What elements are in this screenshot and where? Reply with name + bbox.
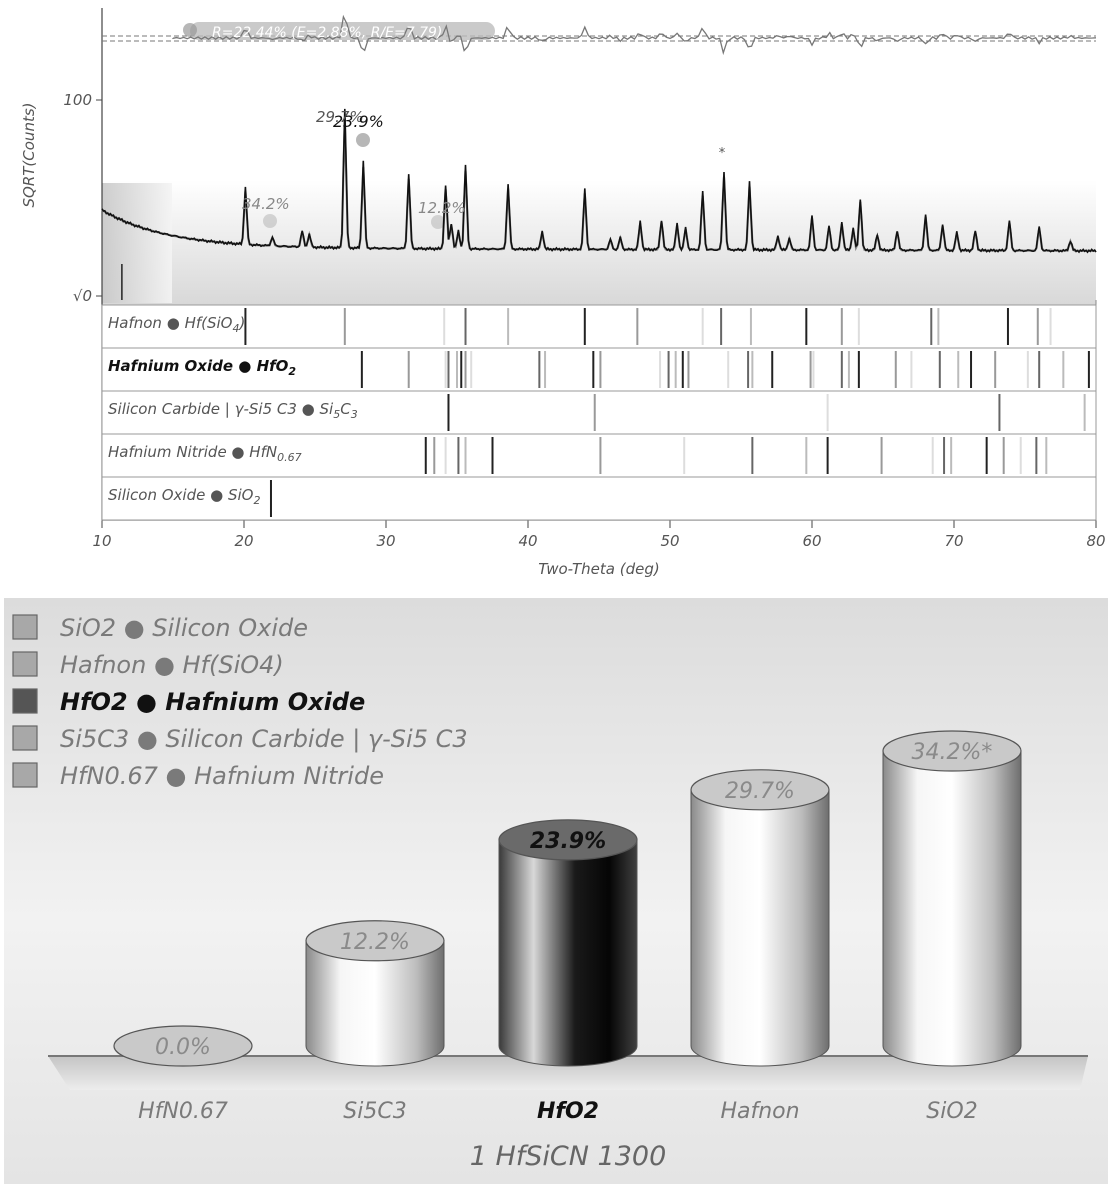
phase-label: Hafnium Nitride ● HfN0.67 xyxy=(108,443,302,464)
bar-value-label: 12.2% xyxy=(340,930,410,955)
x-tick-label: 40 xyxy=(518,532,537,550)
bar-value-label: 29.7% xyxy=(725,779,795,804)
legend-entry: HfN0.67 ● Hafnium Nitride xyxy=(60,762,384,790)
bar-top-HfO2 xyxy=(498,819,638,861)
bar-chart-title: 1 HfSiCN 1300 xyxy=(470,1141,667,1172)
peak-label-hfo2: 23.9% xyxy=(333,112,384,131)
x-tick-label: 50 xyxy=(660,532,679,550)
bar-top-Hafnon xyxy=(690,769,830,811)
bar-category-label: Si5C3 xyxy=(343,1099,406,1124)
peak-label-si5c3: 12.2% xyxy=(418,199,466,217)
phase-marker xyxy=(263,214,277,228)
legend-swatch xyxy=(12,688,38,714)
y-tick-label-100: 100 xyxy=(63,91,92,109)
x-axis-label: Two-Theta (deg) xyxy=(538,560,659,578)
bar-cylinder-HfO2 xyxy=(498,839,638,1067)
phase-marker xyxy=(431,215,445,229)
bar-category-label: SiO2 xyxy=(926,1099,977,1124)
observed-pattern xyxy=(101,108,1097,254)
bar-cylinder-Si5C3 xyxy=(305,940,445,1067)
phase-panel xyxy=(101,304,1097,349)
bar-category-label: HfN0.67 xyxy=(138,1099,228,1124)
phase-marker xyxy=(356,133,370,147)
x-tick-label: 80 xyxy=(1086,532,1105,550)
legend-swatch xyxy=(12,762,38,788)
residual-label-bg xyxy=(190,22,495,40)
legend-entry: Si5C3 ● Silicon Carbide | γ-Si5 C3 xyxy=(60,725,468,753)
legend-swatch xyxy=(12,725,38,751)
bar-category-label: Hafnon xyxy=(720,1099,799,1124)
xrd-pattern-chart: 100 √0 SQRT(Counts) 10 20 30 40 50 60 70 80 Two-The… xyxy=(20,8,1106,578)
x-tick-label: 70 xyxy=(944,532,963,550)
peak-label-sio2: 34.2% xyxy=(242,195,290,213)
bar-top-Si5C3 xyxy=(305,920,445,962)
bar-category-label: HfO2 xyxy=(537,1099,599,1124)
peak-label-hafnon: 29.7% xyxy=(316,108,364,126)
x-tick-label: 60 xyxy=(802,532,821,550)
phase-label: Hafnium Oxide ● HfO2 xyxy=(108,357,296,378)
legend-swatch xyxy=(12,614,38,640)
low-angle-shade xyxy=(102,183,172,303)
x-tick-label: 10 xyxy=(92,532,111,550)
y-axis-label: SQRT(Counts) xyxy=(20,103,38,208)
x-tick-label: 20 xyxy=(234,532,253,550)
residual-label: R=22.44% (E=2.88%, R/E=7.79) xyxy=(212,25,442,41)
phase-fraction-bar-chart: SiO2 ● Silicon Oxide Hafnon ● Hf(SiO4) HfO… xyxy=(4,598,1108,1184)
bar-value-label: 23.9% xyxy=(530,829,606,854)
peak-star: * xyxy=(719,146,726,161)
residual-marker xyxy=(183,23,197,37)
bar-cylinder-Hafnon xyxy=(690,789,830,1067)
legend-entry: HfO2 ● Hafnium Oxide xyxy=(60,688,365,716)
bar-cylinder-SiO2 xyxy=(882,750,1022,1067)
legend-swatch xyxy=(12,651,38,677)
x-tick-label: 30 xyxy=(376,532,395,550)
phase-label: Hafnon ● Hf(SiO4) xyxy=(108,314,245,335)
bar-top-SiO2 xyxy=(882,730,1022,772)
bar-top-HfN0.67 xyxy=(113,1025,253,1067)
floor-plane xyxy=(48,1056,1088,1090)
bar-value-label: 0.0% xyxy=(155,1035,211,1060)
phase-label: Silicon Carbide | γ-Si5 C3 ● Si5C3 xyxy=(108,400,358,421)
residual-curve xyxy=(172,14,1097,56)
plot-background xyxy=(102,180,1096,305)
legend-entry: Hafnon ● Hf(SiO4) xyxy=(60,651,284,679)
legend-entry: SiO2 ● Silicon Oxide xyxy=(60,614,308,642)
phase-panel xyxy=(101,433,1097,478)
bar-value-label: 34.2%* xyxy=(912,740,993,765)
y-tick-label-0: √0 xyxy=(73,287,92,305)
phase-panel xyxy=(101,347,1097,392)
phase-panel xyxy=(101,476,1097,521)
phase-label: Silicon Oxide ● SiO2 xyxy=(108,486,260,507)
